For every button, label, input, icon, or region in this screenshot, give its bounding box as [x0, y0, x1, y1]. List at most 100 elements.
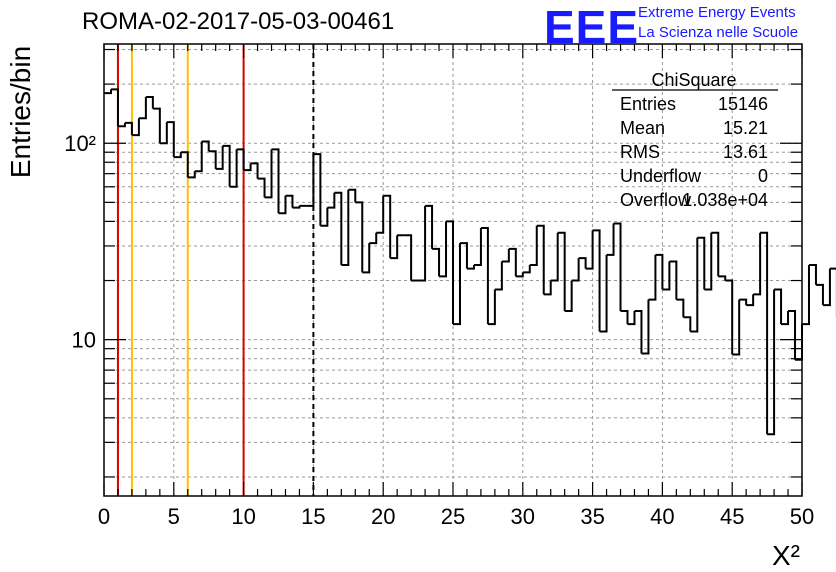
x-tick-label: 0 [98, 504, 110, 529]
stats-label: RMS [620, 142, 660, 162]
tick-labels: 0 5 10 15 20 25 30 35 40 45 50 10 10² [64, 131, 814, 529]
histogram-bin [760, 231, 769, 435]
stats-value: 1.038e+04 [682, 190, 768, 210]
histogram-bin [690, 237, 699, 333]
histogram-bin [117, 122, 126, 128]
histogram-bin [487, 289, 496, 326]
histogram-bin [585, 230, 594, 270]
histogram-bin [341, 189, 350, 266]
histogram-bin [550, 232, 559, 282]
histogram-bin [110, 88, 119, 127]
histogram-bin [641, 299, 650, 355]
histogram-bin [362, 243, 371, 274]
histogram-bin [404, 234, 413, 281]
histogram-bin [536, 224, 545, 295]
y-tick-label: 10 [72, 328, 96, 353]
axes [103, 43, 803, 497]
histogram-bin [348, 188, 357, 203]
stats-label: Overflow [620, 190, 692, 210]
x-axis-title: Χ² [772, 540, 800, 571]
x-tick-label: 20 [371, 504, 395, 529]
histogram-bin [138, 96, 147, 120]
histogram-bin [355, 201, 364, 273]
histogram-bin [271, 148, 280, 214]
histogram-bin [592, 229, 601, 332]
stats-name: ChiSquare [651, 70, 736, 90]
histogram-bin [104, 89, 112, 95]
histogram-bin [180, 151, 189, 178]
histogram-bin [320, 207, 329, 227]
histogram-bin [334, 191, 343, 265]
histogram-bin [808, 263, 817, 285]
histogram-bin [383, 194, 392, 259]
histogram-bin [369, 232, 378, 245]
x-tick-label: 5 [168, 504, 180, 529]
histogram-bin [159, 122, 168, 145]
histogram-bin [802, 264, 810, 326]
histogram-bin [697, 236, 706, 290]
histogram-bin [222, 144, 231, 187]
histogram-bin [215, 145, 224, 170]
histogram-bin [767, 289, 776, 436]
histogram-bin [795, 324, 803, 361]
marker-lines [116, 44, 315, 496]
histogram-bin [292, 205, 301, 209]
histogram-bin [655, 253, 664, 290]
stats-box: ChiSquare Entries 15146 Mean 15.21 RMS 13.61 U… [612, 70, 778, 210]
histogram-series [104, 88, 836, 436]
histogram-bin [439, 221, 448, 278]
histogram-bin [669, 260, 678, 300]
histogram-bin [152, 107, 161, 144]
histogram-bin [446, 220, 454, 325]
histogram-bin [264, 149, 273, 199]
histogram-bin [243, 163, 252, 172]
histogram-bin [194, 141, 203, 173]
stats-value: 15146 [718, 94, 768, 114]
histogram-bin [704, 232, 713, 291]
histogram-bin [725, 279, 734, 355]
histogram-bin [606, 223, 615, 256]
histogram-bin [634, 309, 643, 354]
histogram-bin [466, 264, 475, 270]
histogram-bin [327, 192, 336, 209]
histogram-bin [774, 288, 783, 325]
chart-title: ROMA-02-2017-05-03-00461 [82, 8, 395, 35]
histogram-bin [473, 228, 482, 266]
histogram-bin [285, 194, 294, 208]
histogram-bin [564, 280, 573, 312]
histogram-bin [508, 247, 517, 277]
histogram-bin [515, 272, 524, 278]
stats-label: Mean [620, 118, 665, 138]
x-tick-label: 10 [231, 504, 255, 529]
histogram-bin [746, 294, 755, 307]
histogram-bin [822, 268, 831, 307]
histogram-bin [662, 261, 671, 291]
histogram-bin [788, 309, 797, 360]
stats-label: Underflow [620, 166, 702, 186]
histogram-bin [571, 258, 580, 282]
histogram-bin [781, 310, 790, 326]
histogram-bin [390, 235, 399, 260]
histogram-bin [480, 227, 489, 325]
histogram-bin [173, 152, 182, 159]
histogram-bin [522, 264, 531, 274]
histogram-bin [376, 195, 385, 234]
histogram-bin [613, 222, 622, 311]
logo-subtitle-line1: Extreme Energy Events [638, 4, 796, 21]
histogram-bin [815, 283, 824, 306]
stats-value: 15.21 [723, 118, 768, 138]
histogram-bin [236, 148, 245, 171]
x-tick-label: 30 [511, 504, 535, 529]
histogram-bin [578, 257, 587, 269]
histogram-bin [648, 254, 657, 301]
histogram-bin [229, 149, 238, 188]
histogram-bin [453, 243, 461, 326]
histogram-bin [250, 162, 259, 179]
histogram-bin [124, 121, 133, 136]
histogram-bin [494, 261, 503, 291]
histogram-bin [166, 121, 175, 158]
histogram-bin [425, 204, 434, 249]
histogram-bin [718, 275, 727, 281]
